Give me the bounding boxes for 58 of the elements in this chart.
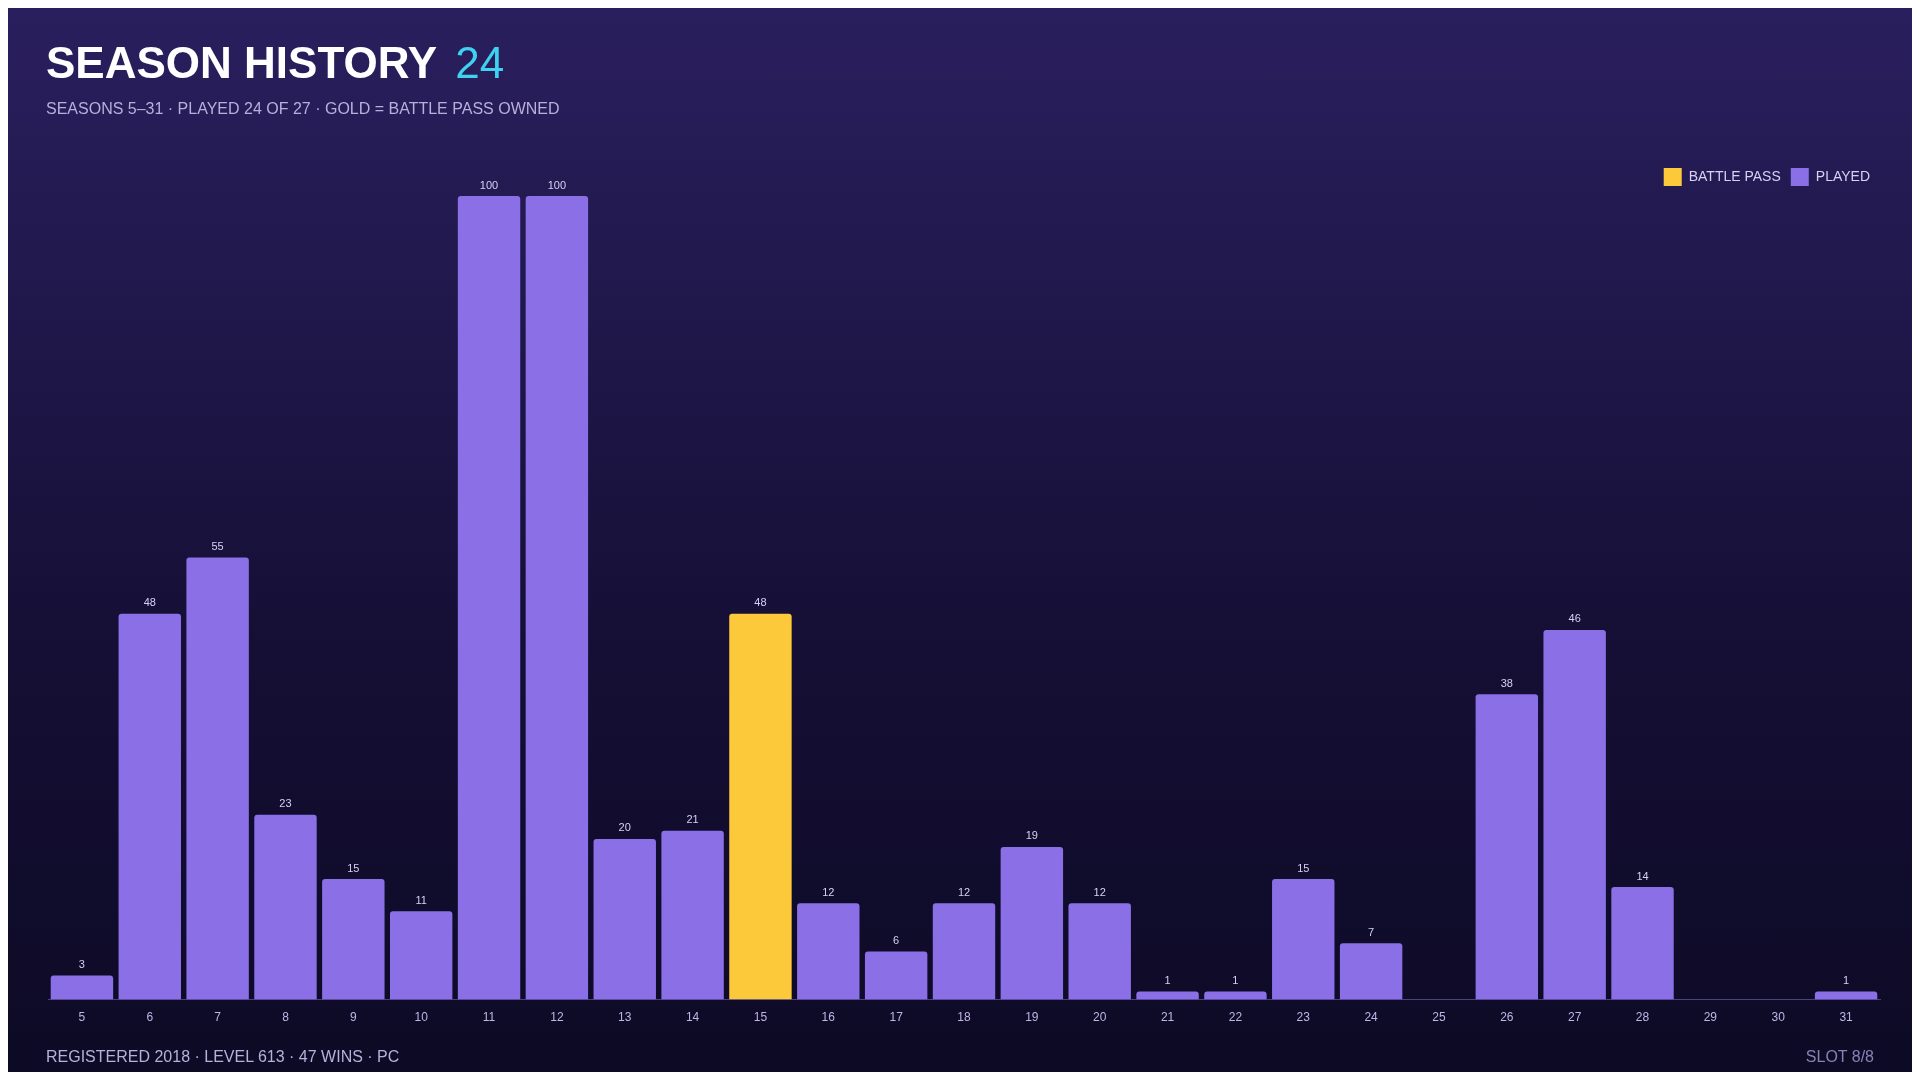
x-tick-label: 19 [1025, 1010, 1039, 1025]
data-label: 19 [1025, 829, 1038, 842]
x-tick-label: 18 [957, 1010, 971, 1025]
data-label: 48 [754, 596, 767, 609]
data-label: 11 [415, 893, 427, 906]
data-label: 1 [1843, 974, 1850, 987]
x-tick-label: 13 [618, 1010, 632, 1025]
chart-subtitle: SEASONS 5–31 · PLAYED 24 OF 27 · GOLD = BATTLE PASS OWNED [46, 100, 560, 118]
chart-title: SEASON HISTORY [46, 38, 438, 88]
data-label: 6 [893, 933, 900, 946]
data-label: 38 [1500, 676, 1513, 689]
data-label: 20 [618, 821, 631, 834]
x-tick-label: 8 [282, 1010, 290, 1025]
text: SLOT 8/8 [1805, 1048, 1874, 1066]
x-tick-label: 25 [1432, 1010, 1446, 1025]
data-label: 1 [1164, 974, 1171, 987]
data-label: 21 [686, 813, 699, 826]
text: REGISTERED 2018 · LEVEL 613 · 47 WINS · PC [46, 1048, 400, 1066]
x-tick-label: 31 [1839, 1010, 1854, 1025]
x-tick-label: 14 [685, 1010, 700, 1025]
x-tick-label: 10 [414, 1010, 429, 1025]
x-tick-label: 30 [1771, 1010, 1786, 1025]
text: 24 [455, 38, 505, 88]
data-label: 12 [957, 885, 971, 898]
x-tick-label: 12 [550, 1010, 564, 1025]
legend-label: PLAYED [1815, 167, 1871, 184]
data-label: 14 [1636, 869, 1649, 882]
x-tick-label: 29 [1703, 1010, 1718, 1025]
x-tick-label: 9 [349, 1010, 357, 1025]
x-tick-label: 28 [1635, 1010, 1650, 1025]
data-label: 15 [1297, 861, 1310, 874]
data-label: 100 [547, 178, 567, 191]
x-tick-label: 5 [78, 1010, 86, 1025]
legend-label: BATTLE PASS [1688, 167, 1781, 184]
data-label: 48 [143, 596, 156, 609]
x-tick-label: 16 [821, 1010, 836, 1025]
data-label: 100 [479, 178, 499, 191]
x-tick-label: 7 [214, 1010, 222, 1025]
data-label: 3 [78, 958, 85, 971]
x-tick-label: 20 [1093, 1010, 1107, 1025]
data-label: 46 [1568, 612, 1581, 625]
x-tick-label: 11 [482, 1010, 496, 1025]
data-label: 15 [347, 861, 360, 874]
x-tick-label: 17 [889, 1010, 904, 1025]
data-label: 7 [1368, 925, 1375, 938]
x-tick-label: 24 [1364, 1010, 1379, 1025]
x-tick-label: 22 [1228, 1010, 1243, 1025]
x-tick-label: 6 [146, 1010, 154, 1025]
data-label: 12 [1093, 885, 1106, 898]
x-tick-label: 27 [1567, 1010, 1582, 1025]
x-tick-label: 23 [1296, 1010, 1311, 1025]
x-tick-label: 26 [1500, 1010, 1514, 1025]
data-label: 55 [211, 540, 224, 553]
x-tick-label: 21 [1160, 1010, 1175, 1025]
x-tick-label: 15 [753, 1010, 768, 1025]
data-label: 23 [279, 797, 292, 810]
data-label: 12 [822, 885, 835, 898]
data-label: 1 [1232, 974, 1239, 987]
